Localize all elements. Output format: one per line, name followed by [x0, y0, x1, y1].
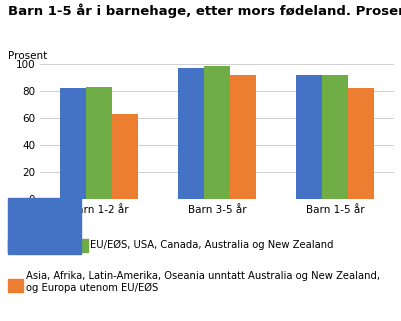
Text: EU/EØS, USA, Canada, Australia og New Zealand: EU/EØS, USA, Canada, Australia og New Ze… — [90, 240, 333, 250]
Bar — [296, 75, 321, 199]
Bar — [60, 89, 86, 199]
Bar — [86, 87, 112, 199]
Bar — [229, 75, 255, 199]
Bar — [204, 65, 229, 199]
Bar — [178, 68, 204, 199]
Bar — [347, 89, 373, 199]
Bar — [321, 75, 347, 199]
Text: Asia, Afrika, Latin-Amerika, Oseania unntatt Australia og New Zealand,
og Europa: Asia, Afrika, Latin-Amerika, Oseania unn… — [26, 271, 379, 293]
Text: Prosent: Prosent — [8, 51, 47, 61]
Bar — [112, 114, 138, 199]
Text: Barn 1-5 år i barnehage, etter mors fødeland. Prosent: Barn 1-5 år i barnehage, etter mors føde… — [8, 3, 401, 18]
Text: Norge: Norge — [26, 240, 56, 250]
